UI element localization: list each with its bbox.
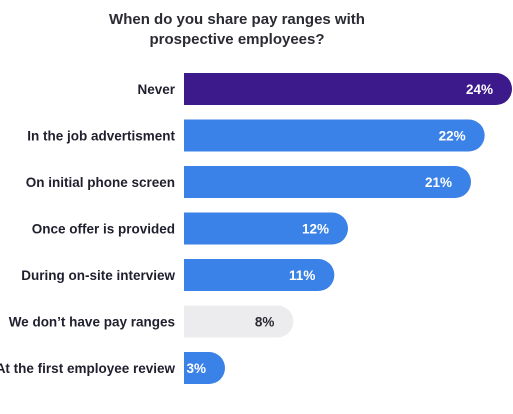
category-label: On initial phone screen bbox=[26, 175, 175, 190]
chart-title: When do you share pay ranges with prospe… bbox=[0, 10, 474, 50]
chart-title-line-1: When do you share pay ranges with bbox=[109, 11, 365, 28]
bar bbox=[184, 212, 348, 245]
category-label: We don’t have pay ranges bbox=[9, 315, 175, 330]
value-label: 12% bbox=[302, 222, 329, 237]
bar-group: On initial phone screen 21% bbox=[26, 166, 471, 198]
value-label: 24% bbox=[466, 82, 493, 97]
bar-group: Once offer is provided 12% bbox=[32, 212, 348, 245]
bar-group: Never 24% bbox=[137, 73, 512, 105]
bar-group: At the first employee review 3% bbox=[0, 352, 225, 384]
value-label: 21% bbox=[425, 175, 452, 190]
category-label: At the first employee review bbox=[0, 361, 175, 376]
value-label: 8% bbox=[255, 315, 275, 330]
chart-title-line-2: prospective employees? bbox=[149, 31, 325, 48]
category-label: During on-site interview bbox=[21, 268, 175, 283]
bar bbox=[184, 73, 512, 105]
value-label: 22% bbox=[439, 129, 466, 144]
category-label: Once offer is provided bbox=[32, 222, 175, 237]
bar bbox=[184, 259, 335, 291]
value-label: 11% bbox=[289, 268, 315, 283]
bar bbox=[184, 305, 294, 338]
bar-group: During on-site interview 11% bbox=[21, 259, 335, 291]
bar bbox=[184, 119, 485, 152]
category-label: In the job advertisment bbox=[27, 129, 175, 144]
value-label: 3% bbox=[186, 361, 206, 376]
bar-group: In the job advertisment 22% bbox=[27, 119, 485, 152]
bar-group: We don’t have pay ranges 8% bbox=[9, 305, 294, 338]
bar bbox=[184, 352, 225, 384]
category-label: Never bbox=[137, 82, 175, 97]
bar bbox=[184, 166, 471, 198]
